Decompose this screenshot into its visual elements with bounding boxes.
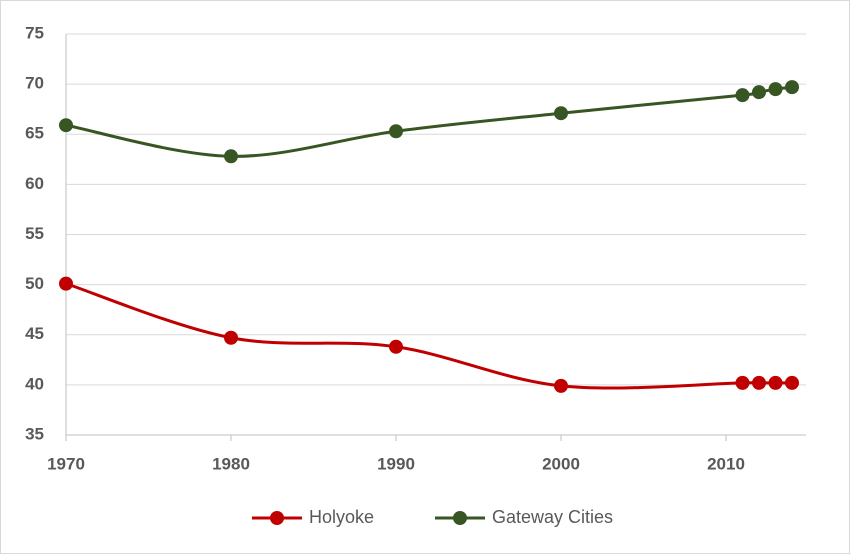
x-tick-label: 1990	[377, 454, 415, 473]
y-tick-label: 75	[25, 23, 44, 42]
legend-label: Holyoke	[309, 507, 374, 527]
x-tick-label: 1980	[212, 454, 250, 473]
point	[224, 149, 238, 164]
y-tick-label: 65	[25, 124, 44, 143]
point	[752, 85, 766, 100]
legend-label: Gateway Cities	[492, 507, 613, 527]
point	[735, 375, 750, 390]
x-tick-label: 2000	[542, 454, 580, 473]
y-tick-label: 45	[25, 324, 44, 343]
point	[389, 124, 403, 139]
point	[768, 375, 783, 390]
x-tick-label: 1970	[47, 454, 85, 473]
x-tick-label: 2010	[707, 454, 745, 473]
point	[785, 80, 799, 95]
point	[768, 82, 783, 97]
point	[554, 378, 568, 393]
point	[59, 276, 73, 291]
point	[785, 375, 799, 390]
point	[752, 375, 766, 390]
point	[735, 88, 750, 103]
y-tick-label: 55	[25, 224, 44, 243]
y-tick-label: 35	[25, 424, 44, 443]
legend-marker	[453, 511, 467, 525]
y-tick-label: 70	[25, 74, 44, 93]
point	[554, 106, 568, 121]
legend-marker	[270, 511, 284, 525]
y-tick-label: 50	[25, 274, 44, 293]
y-tick-label: 60	[25, 174, 44, 193]
point	[389, 339, 403, 354]
y-tick-label: 40	[25, 374, 44, 393]
point	[59, 118, 73, 133]
point	[224, 330, 238, 345]
